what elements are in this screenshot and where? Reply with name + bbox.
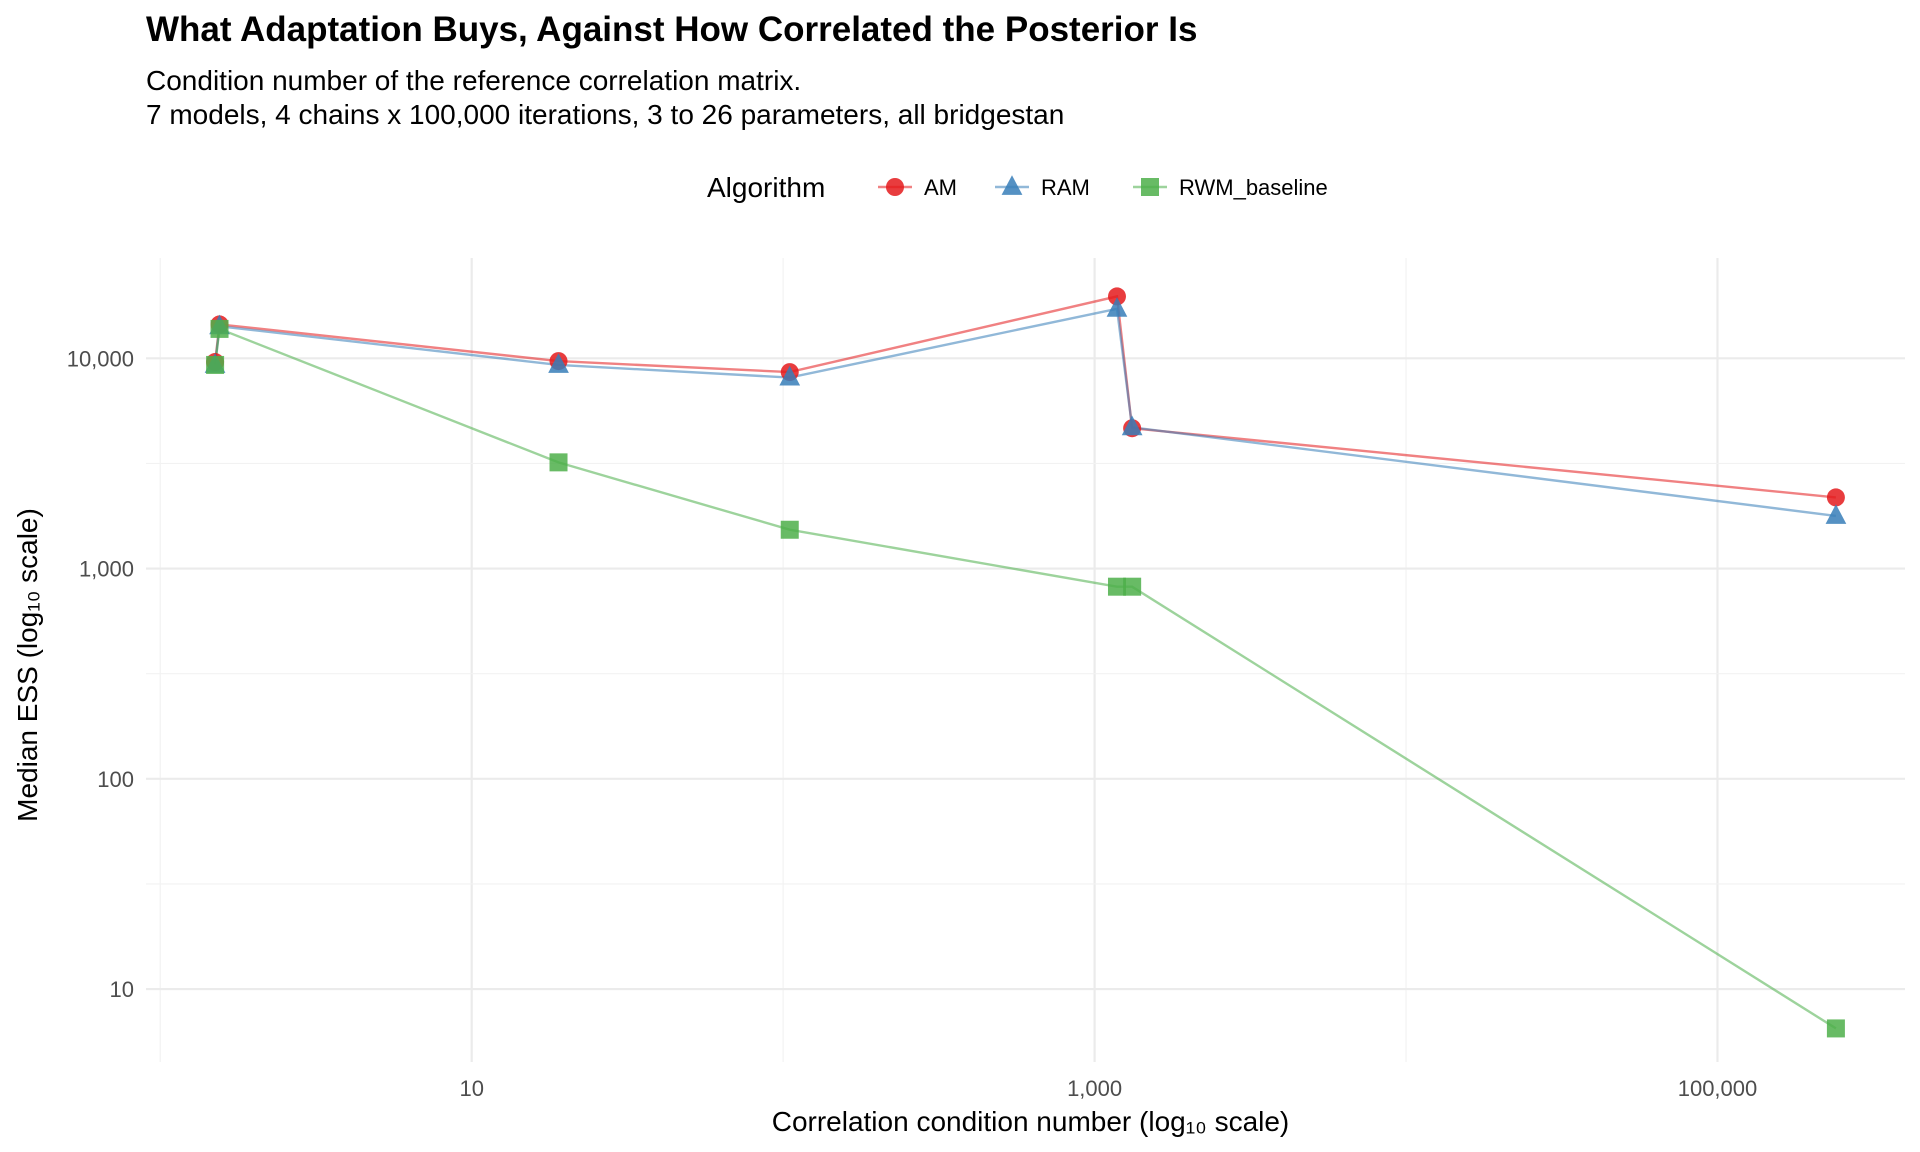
chart-subtitle-line-1: Condition number of the reference correl… [146,65,802,96]
series-markers [204,287,1847,1038]
legend-key-marker-rwm_baseline [1141,178,1159,196]
data-point-rwm_baseline-2 [549,453,568,472]
data-point-ram-2 [548,353,569,373]
data-point-rwm_baseline-4 [1107,577,1126,596]
data-point-rwm_baseline-1 [210,319,229,338]
x-tick-label: 100,000 [1678,1076,1758,1101]
data-point-am-6 [1826,488,1845,507]
y-tick-label: 10,000 [67,346,134,371]
data-point-ram-3 [779,365,801,386]
data-point-ram-4 [1106,297,1128,317]
series-lines [213,294,1837,1030]
data-point-ram-6 [1825,504,1847,524]
legend-label-am: AM [924,175,957,200]
legend-label-ram: RAM [1041,175,1090,200]
data-point-rwm_baseline-6 [1826,1019,1845,1038]
x-axis-title: Correlation condition number (log₁₀ scal… [772,1106,1290,1137]
grid [146,258,1905,1062]
data-point-ram-5 [1121,415,1143,436]
y-axis-title: Median ESS (log₁₀ scale) [12,508,43,822]
legend-title: Algorithm [707,172,825,203]
chart-subtitle-line-2: 7 models, 4 chains x 100,000 iterations,… [146,99,1065,130]
x-tick-label: 10 [459,1076,483,1101]
legend-key-marker-am [886,178,904,196]
series-line-rwm_baseline [213,327,1837,1030]
legend-label-rwm_baseline: RWM_baseline [1179,175,1328,200]
data-point-am-4 [1107,287,1126,306]
legend-key-marker-ram [1001,175,1023,195]
x-tick-label: 1,000 [1067,1076,1122,1101]
series-line-ram [213,307,1837,518]
y-tick-label: 10 [110,977,134,1002]
data-point-rwm_baseline-5 [1123,577,1142,596]
axes: 10 1,000 100,000 10 100 1,000 10,000 Correlatio… [12,346,1757,1137]
y-tick-label: 1,000 [79,557,134,582]
legend: Algorithm AM RAM RWM_baseline [707,172,1328,203]
data-point-rwm_baseline-0 [206,355,225,374]
data-point-rwm_baseline-3 [780,520,799,539]
series-line-am [213,294,1837,499]
y-tick-label: 100 [97,767,134,792]
chart-title: What Adaptation Buys, Against How Correl… [146,10,1198,49]
